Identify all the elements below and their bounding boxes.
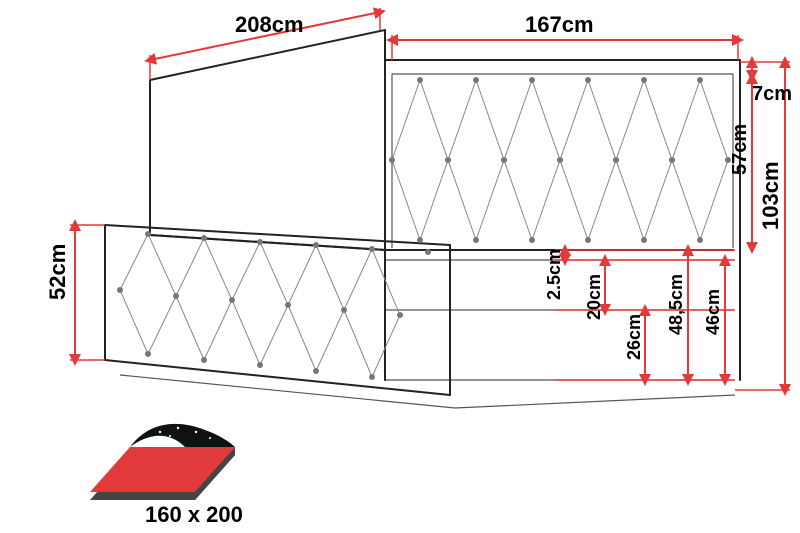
dim-57: 57cm (729, 124, 751, 175)
dim-46: 46cm (703, 289, 723, 335)
dimensions: 208cm 167cm 103cm 7cm 57cm 52cm 2.5cm (45, 8, 792, 390)
dim-width-167: 167cm (525, 12, 594, 37)
headboard-tufting (389, 77, 731, 243)
dim-7: 7cm (752, 83, 792, 105)
footboard-tufting (117, 231, 431, 380)
dim-height-103: 103cm (758, 161, 783, 230)
dim-48-5: 48,5cm (666, 274, 686, 335)
dim-20: 20cm (584, 274, 604, 320)
dim-2-5: 2.5cm (544, 249, 564, 300)
dim-26: 26cm (624, 314, 644, 360)
bed-size-label: 160 x 200 (145, 502, 243, 527)
bed-size-icon: 160 x 200 (90, 424, 243, 527)
bed-dimension-diagram: 208cm 167cm 103cm 7cm 57cm 52cm 2.5cm (0, 0, 800, 533)
dim-52: 52cm (45, 244, 70, 300)
dim-depth-208: 208cm (235, 12, 304, 37)
